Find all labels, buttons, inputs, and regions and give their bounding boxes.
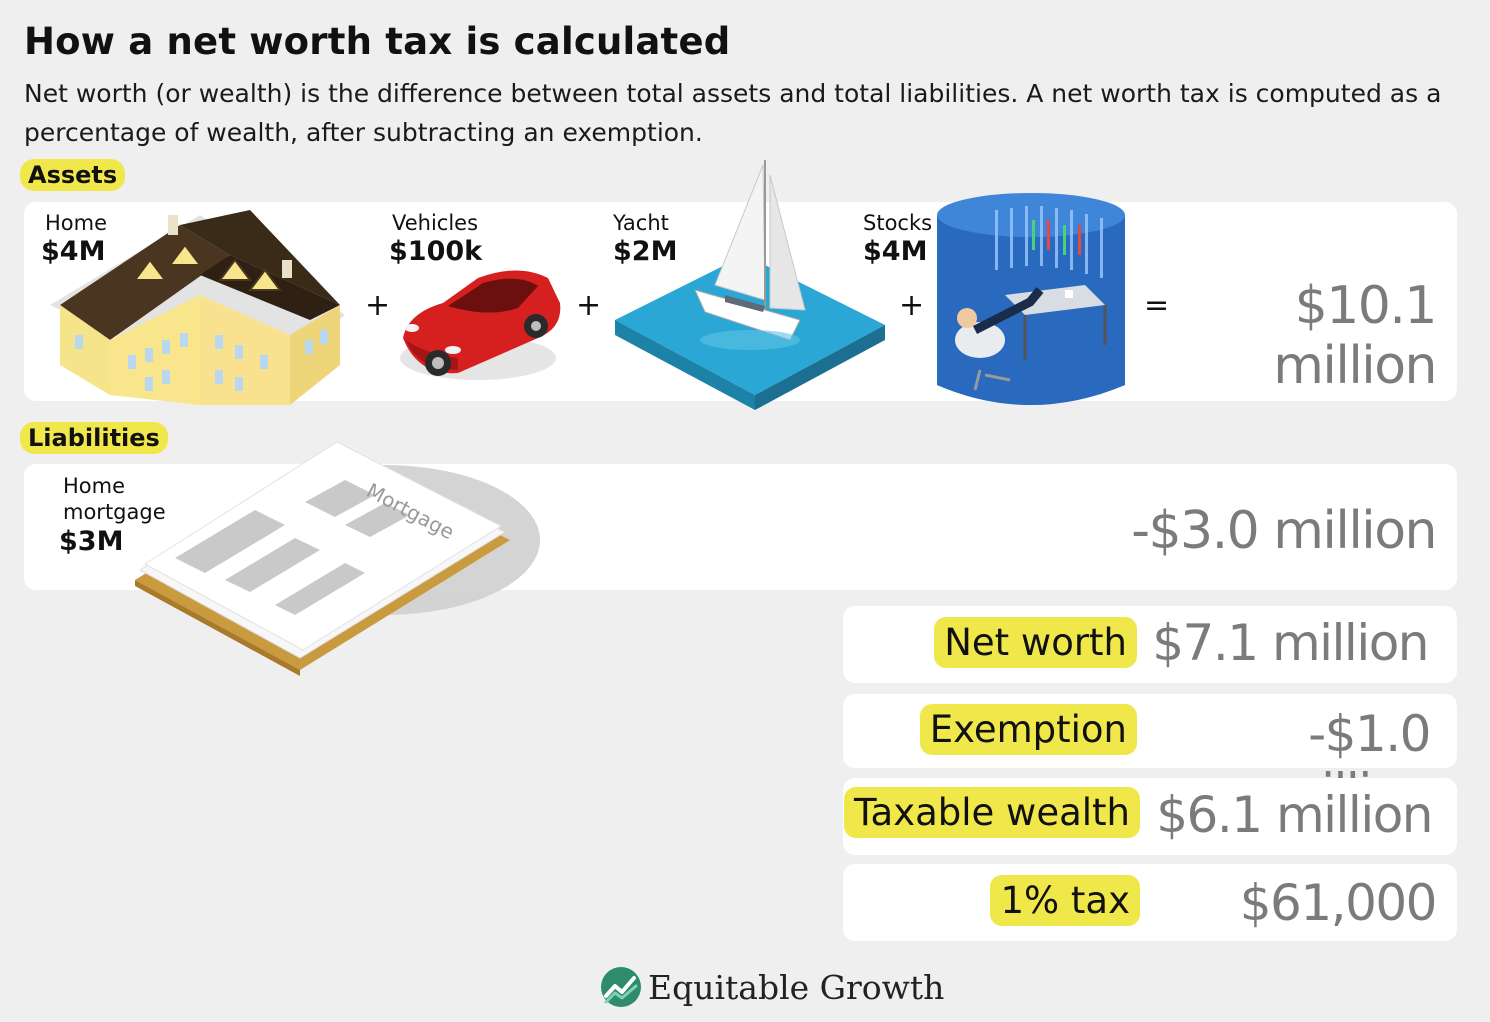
footer-brand: Equitable Growth bbox=[648, 967, 945, 1007]
asset-vehicles-label: Vehicles bbox=[392, 211, 479, 235]
exemption-label: Exemption bbox=[919, 704, 1137, 755]
asset-home-label: Home bbox=[45, 211, 108, 235]
summary-row-tax bbox=[843, 864, 1457, 941]
asset-stocks-value: $4M bbox=[863, 236, 928, 267]
asset-yacht-value: $2M bbox=[613, 236, 678, 267]
tax-value: $61,000 bbox=[1239, 874, 1438, 932]
asset-stocks-label: Stocks bbox=[863, 211, 933, 235]
mortgage-document-icon: Mortgage bbox=[135, 441, 540, 676]
stock-trader-icon bbox=[937, 193, 1125, 405]
page-title: How a net worth tax is calculated bbox=[24, 20, 731, 63]
taxable-wealth-value: $6.1 million bbox=[1156, 786, 1433, 844]
page-subtitle: Net worth (or wealth) is the difference … bbox=[24, 79, 1442, 147]
asset-home-value: $4M bbox=[41, 236, 106, 267]
liability-home-label-line2: mortgage bbox=[63, 500, 166, 524]
liabilities-label: Liabilities bbox=[20, 422, 168, 454]
net-worth-label: Net worth bbox=[934, 617, 1137, 668]
footer-logo: Equitable Growth bbox=[600, 966, 944, 1008]
asset-yacht-label: Yacht bbox=[613, 211, 669, 235]
assets-total: $10.1 million bbox=[1273, 276, 1437, 396]
net-worth-value: $7.1 million bbox=[1152, 614, 1429, 672]
equals-sign: = bbox=[1144, 288, 1170, 323]
taxable-wealth-label: Taxable wealth bbox=[844, 787, 1140, 838]
liability-home-value: $3M bbox=[59, 526, 124, 557]
asset-vehicles-value: $100k bbox=[389, 236, 483, 267]
liabilities-total: -$3.0 million bbox=[1131, 501, 1437, 561]
plus-sign: + bbox=[576, 288, 602, 323]
assets-label: Assets bbox=[20, 159, 126, 191]
yacht-icon bbox=[615, 160, 885, 410]
house-icon bbox=[50, 210, 345, 405]
plus-sign: + bbox=[899, 288, 925, 323]
car-icon bbox=[400, 270, 561, 380]
tax-label: 1% tax bbox=[990, 875, 1140, 926]
liability-home-label-line1: Home bbox=[63, 474, 126, 498]
equitable-growth-logo-icon bbox=[601, 967, 641, 1007]
plus-sign: + bbox=[365, 288, 391, 323]
